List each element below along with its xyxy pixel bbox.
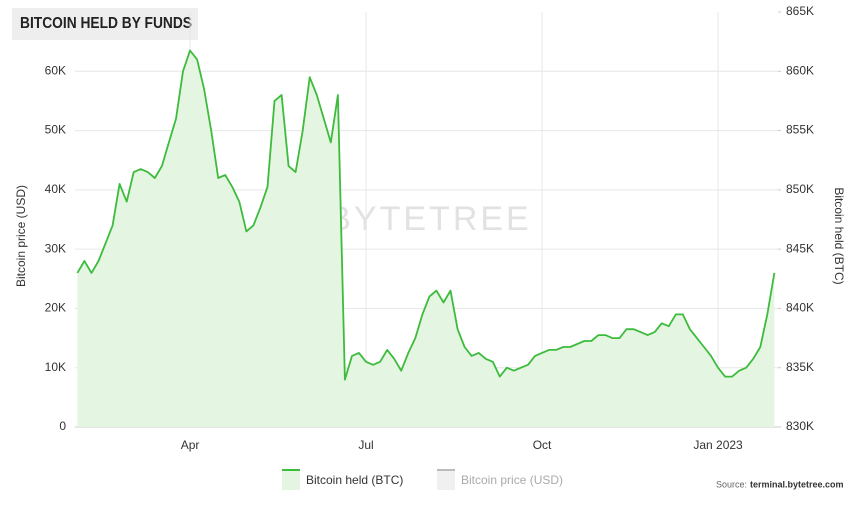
y-tick-label: 60K [45, 63, 66, 77]
legend-label: Bitcoin price (USD) [461, 473, 563, 487]
y2-tick-label: 850K [786, 182, 814, 196]
x-tick-label: Oct [533, 438, 552, 452]
source-label: Source: [716, 479, 747, 489]
y-tick-label: 10K [45, 360, 66, 374]
y2-tick-label: 840K [786, 301, 814, 315]
x-tick-label: Jan 2023 [693, 438, 743, 452]
y-tick-label: 20K [45, 301, 66, 315]
chart-title: BITCOIN HELD BY FUNDS [20, 15, 192, 32]
y-tick-label: 30K [45, 241, 66, 255]
y-axis-label: Bitcoin price (USD) [14, 185, 28, 287]
title-box [12, 8, 198, 40]
x-tick-label: Apr [181, 438, 200, 452]
y-tick-label: 50K [45, 123, 66, 137]
y2-tick-label: 835K [786, 360, 814, 374]
y-tick-label: 0 [59, 419, 66, 433]
y2-tick-label: 865K [786, 4, 814, 18]
x-tick-label: Jul [358, 438, 373, 452]
source-site: terminal.bytetree.com [750, 479, 844, 489]
line [76, 49, 776, 381]
y-tick-label: 40K [45, 182, 66, 196]
y2-tick-label: 855K [786, 123, 814, 137]
area [77, 50, 775, 427]
y2-tick-label: 830K [786, 419, 814, 433]
y2-tick-label: 845K [786, 241, 814, 255]
legend-swatch [282, 470, 300, 490]
y2-axis-label: Bitcoin held (BTC) [832, 187, 846, 284]
watermark: BYTETREE [328, 200, 531, 238]
legend-swatch [437, 470, 455, 490]
legend-label: Bitcoin held (BTC) [306, 473, 403, 487]
y2-tick-label: 860K [786, 63, 814, 77]
